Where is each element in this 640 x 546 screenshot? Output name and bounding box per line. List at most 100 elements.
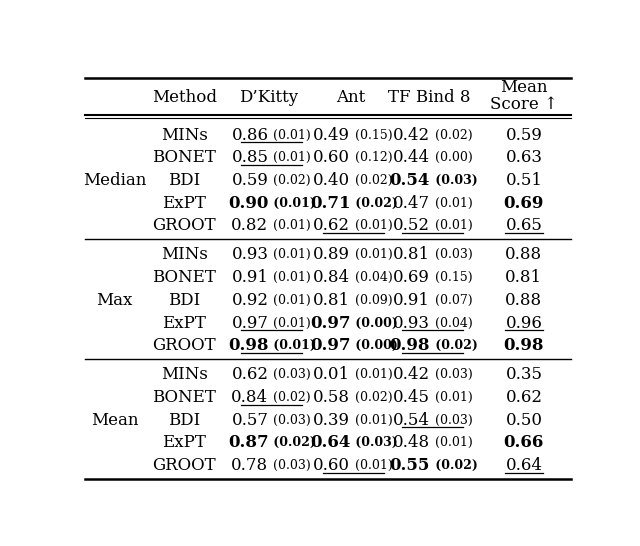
Text: (0.04): (0.04): [431, 317, 472, 330]
Text: TF Bind 8: TF Bind 8: [388, 88, 471, 105]
Text: 0.64: 0.64: [310, 435, 350, 452]
Text: (0.01): (0.01): [269, 129, 311, 141]
Text: (0.01): (0.01): [269, 219, 311, 233]
Text: MINs: MINs: [161, 366, 207, 383]
Text: 0.59: 0.59: [506, 127, 542, 144]
Text: 0.62: 0.62: [506, 389, 543, 406]
Text: (0.01): (0.01): [269, 151, 311, 164]
Text: (0.01): (0.01): [351, 414, 393, 426]
Text: (0.02): (0.02): [269, 391, 311, 404]
Text: (0.03): (0.03): [431, 248, 472, 262]
Text: 0.88: 0.88: [506, 292, 543, 309]
Text: MINs: MINs: [161, 127, 207, 144]
Text: 0.69: 0.69: [393, 269, 429, 286]
Text: (0.02): (0.02): [269, 436, 316, 449]
Text: 0.35: 0.35: [506, 366, 543, 383]
Text: (0.01): (0.01): [269, 248, 311, 262]
Text: 0.71: 0.71: [310, 195, 350, 212]
Text: 0.58: 0.58: [314, 389, 350, 406]
Text: (0.01): (0.01): [269, 294, 311, 307]
Text: (0.00): (0.00): [431, 151, 472, 164]
Text: GROOT: GROOT: [152, 217, 216, 234]
Text: 0.64: 0.64: [506, 457, 543, 474]
Text: 0.47: 0.47: [392, 195, 429, 212]
Text: Method: Method: [152, 88, 217, 105]
Text: 0.86: 0.86: [232, 127, 269, 144]
Text: (0.00): (0.00): [351, 339, 398, 352]
Text: 0.92: 0.92: [232, 292, 269, 309]
Text: (0.03): (0.03): [431, 368, 472, 381]
Text: (0.01): (0.01): [269, 271, 311, 284]
Text: (0.01): (0.01): [431, 219, 472, 233]
Text: Mean: Mean: [91, 412, 138, 429]
Text: 0.39: 0.39: [314, 412, 350, 429]
Text: 0.82: 0.82: [231, 217, 269, 234]
Text: 0.93: 0.93: [232, 246, 269, 263]
Text: 0.69: 0.69: [504, 195, 544, 212]
Text: 0.62: 0.62: [232, 366, 269, 383]
Text: 0.90: 0.90: [228, 195, 269, 212]
Text: D’Kitty: D’Kitty: [239, 88, 298, 105]
Text: 0.66: 0.66: [504, 435, 544, 452]
Text: (0.03): (0.03): [269, 368, 311, 381]
Text: 0.40: 0.40: [313, 172, 350, 189]
Text: (0.03): (0.03): [431, 414, 472, 426]
Text: 0.91: 0.91: [232, 269, 269, 286]
Text: 0.88: 0.88: [506, 246, 543, 263]
Text: 0.91: 0.91: [393, 292, 429, 309]
Text: 0.84: 0.84: [313, 269, 350, 286]
Text: (0.01): (0.01): [431, 197, 472, 210]
Text: 0.55: 0.55: [389, 457, 429, 474]
Text: 0.51: 0.51: [506, 172, 543, 189]
Text: 0.81: 0.81: [313, 292, 350, 309]
Text: 0.60: 0.60: [314, 149, 350, 167]
Text: (0.03): (0.03): [351, 436, 398, 449]
Text: (0.03): (0.03): [269, 459, 311, 472]
Text: (0.07): (0.07): [431, 294, 472, 307]
Text: ExPT: ExPT: [162, 314, 206, 331]
Text: 0.98: 0.98: [504, 337, 544, 354]
Text: (0.02): (0.02): [351, 197, 398, 210]
Text: 0.96: 0.96: [506, 314, 542, 331]
Text: 0.97: 0.97: [310, 337, 350, 354]
Text: 0.57: 0.57: [232, 412, 269, 429]
Text: 0.54: 0.54: [389, 172, 429, 189]
Text: (0.01): (0.01): [431, 436, 472, 449]
Text: GROOT: GROOT: [152, 337, 216, 354]
Text: 0.98: 0.98: [389, 337, 429, 354]
Text: (0.01): (0.01): [269, 339, 316, 352]
Text: (0.15): (0.15): [351, 129, 393, 141]
Text: 0.44: 0.44: [392, 149, 429, 167]
Text: 0.59: 0.59: [232, 172, 269, 189]
Text: (0.12): (0.12): [351, 151, 393, 164]
Text: 0.42: 0.42: [392, 127, 429, 144]
Text: ExPT: ExPT: [162, 195, 206, 212]
Text: 0.97: 0.97: [232, 314, 269, 331]
Text: 0.52: 0.52: [393, 217, 429, 234]
Text: (0.00): (0.00): [351, 317, 398, 330]
Text: 0.81: 0.81: [392, 246, 429, 263]
Text: (0.01): (0.01): [351, 219, 393, 233]
Text: BDI: BDI: [168, 292, 200, 309]
Text: (0.02): (0.02): [431, 459, 477, 472]
Text: 0.87: 0.87: [228, 435, 269, 452]
Text: 0.97: 0.97: [310, 314, 350, 331]
Text: (0.02): (0.02): [431, 129, 472, 141]
Text: 0.42: 0.42: [392, 366, 429, 383]
Text: (0.01): (0.01): [431, 391, 472, 404]
Text: BONET: BONET: [152, 149, 216, 167]
Text: (0.02): (0.02): [269, 174, 311, 187]
Text: (0.02): (0.02): [351, 391, 393, 404]
Text: (0.01): (0.01): [351, 368, 393, 381]
Text: BONET: BONET: [152, 269, 216, 286]
Text: 0.49: 0.49: [314, 127, 350, 144]
Text: 0.78: 0.78: [231, 457, 269, 474]
Text: (0.09): (0.09): [351, 294, 393, 307]
Text: 0.63: 0.63: [506, 149, 543, 167]
Text: 0.50: 0.50: [506, 412, 543, 429]
Text: Score ↑: Score ↑: [490, 96, 558, 113]
Text: 0.85: 0.85: [232, 149, 269, 167]
Text: 0.62: 0.62: [314, 217, 350, 234]
Text: (0.04): (0.04): [351, 271, 393, 284]
Text: ExPT: ExPT: [162, 435, 206, 452]
